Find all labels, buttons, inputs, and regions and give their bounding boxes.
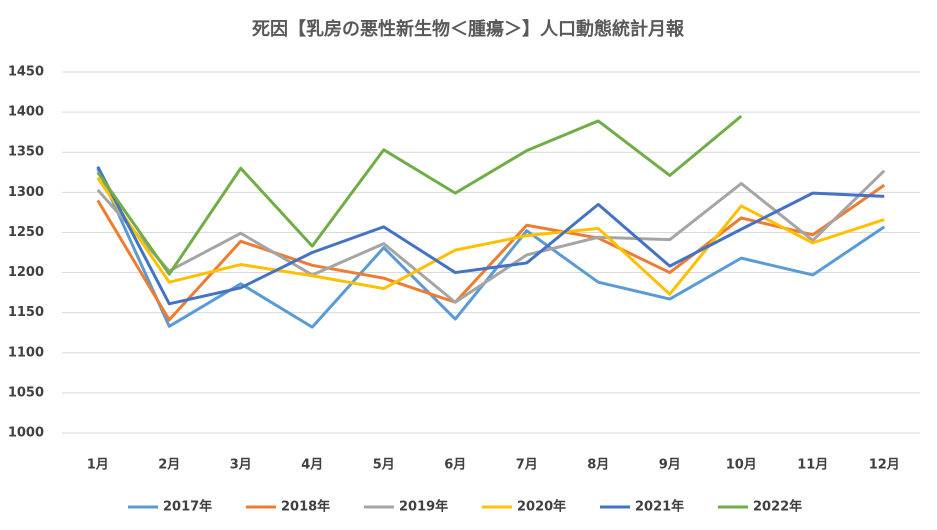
- legend-label: 2020年: [517, 499, 566, 515]
- series-line: [96, 183, 886, 322]
- y-tick-label: 1400: [8, 105, 44, 120]
- y-tick-label: 1050: [8, 385, 44, 400]
- y-tick-label: 1000: [8, 426, 44, 441]
- y-tick-label: 1300: [8, 185, 44, 200]
- x-tick-label: 9月: [659, 458, 681, 473]
- chart-title: 死因【乳房の悪性新生物＜腫瘍＞】人口動態統計月報: [252, 18, 685, 40]
- x-tick-label: 8月: [587, 458, 609, 473]
- y-tick-label: 1100: [8, 345, 44, 360]
- x-tick-label: 4月: [301, 458, 323, 473]
- series-line: [96, 114, 743, 276]
- x-tick-label: 1月: [87, 458, 109, 473]
- x-tick-label: 2月: [158, 458, 180, 473]
- series-line: [96, 177, 885, 296]
- x-tick-label: 11月: [797, 458, 828, 473]
- legend-label: 2022年: [753, 499, 802, 515]
- legend-label: 2018年: [281, 499, 330, 515]
- x-tick-label: 12月: [869, 458, 900, 473]
- x-tick-label: 3月: [230, 458, 252, 473]
- series-line: [96, 165, 885, 306]
- y-tick-label: 1350: [8, 145, 44, 160]
- x-tick-label: 7月: [516, 458, 538, 473]
- legend-label: 2021年: [635, 499, 684, 515]
- x-tick-label: 5月: [373, 458, 395, 473]
- y-tick-label: 1200: [8, 265, 44, 280]
- y-tick-label: 1450: [8, 65, 44, 80]
- x-tick-label: 10月: [726, 458, 757, 473]
- y-tick-label: 1150: [8, 305, 44, 320]
- legend-label: 2017年: [163, 499, 212, 515]
- y-tick-label: 1250: [8, 225, 44, 240]
- legend-label: 2019年: [399, 499, 448, 515]
- series-line: [96, 169, 886, 304]
- x-tick-label: 6月: [444, 458, 466, 473]
